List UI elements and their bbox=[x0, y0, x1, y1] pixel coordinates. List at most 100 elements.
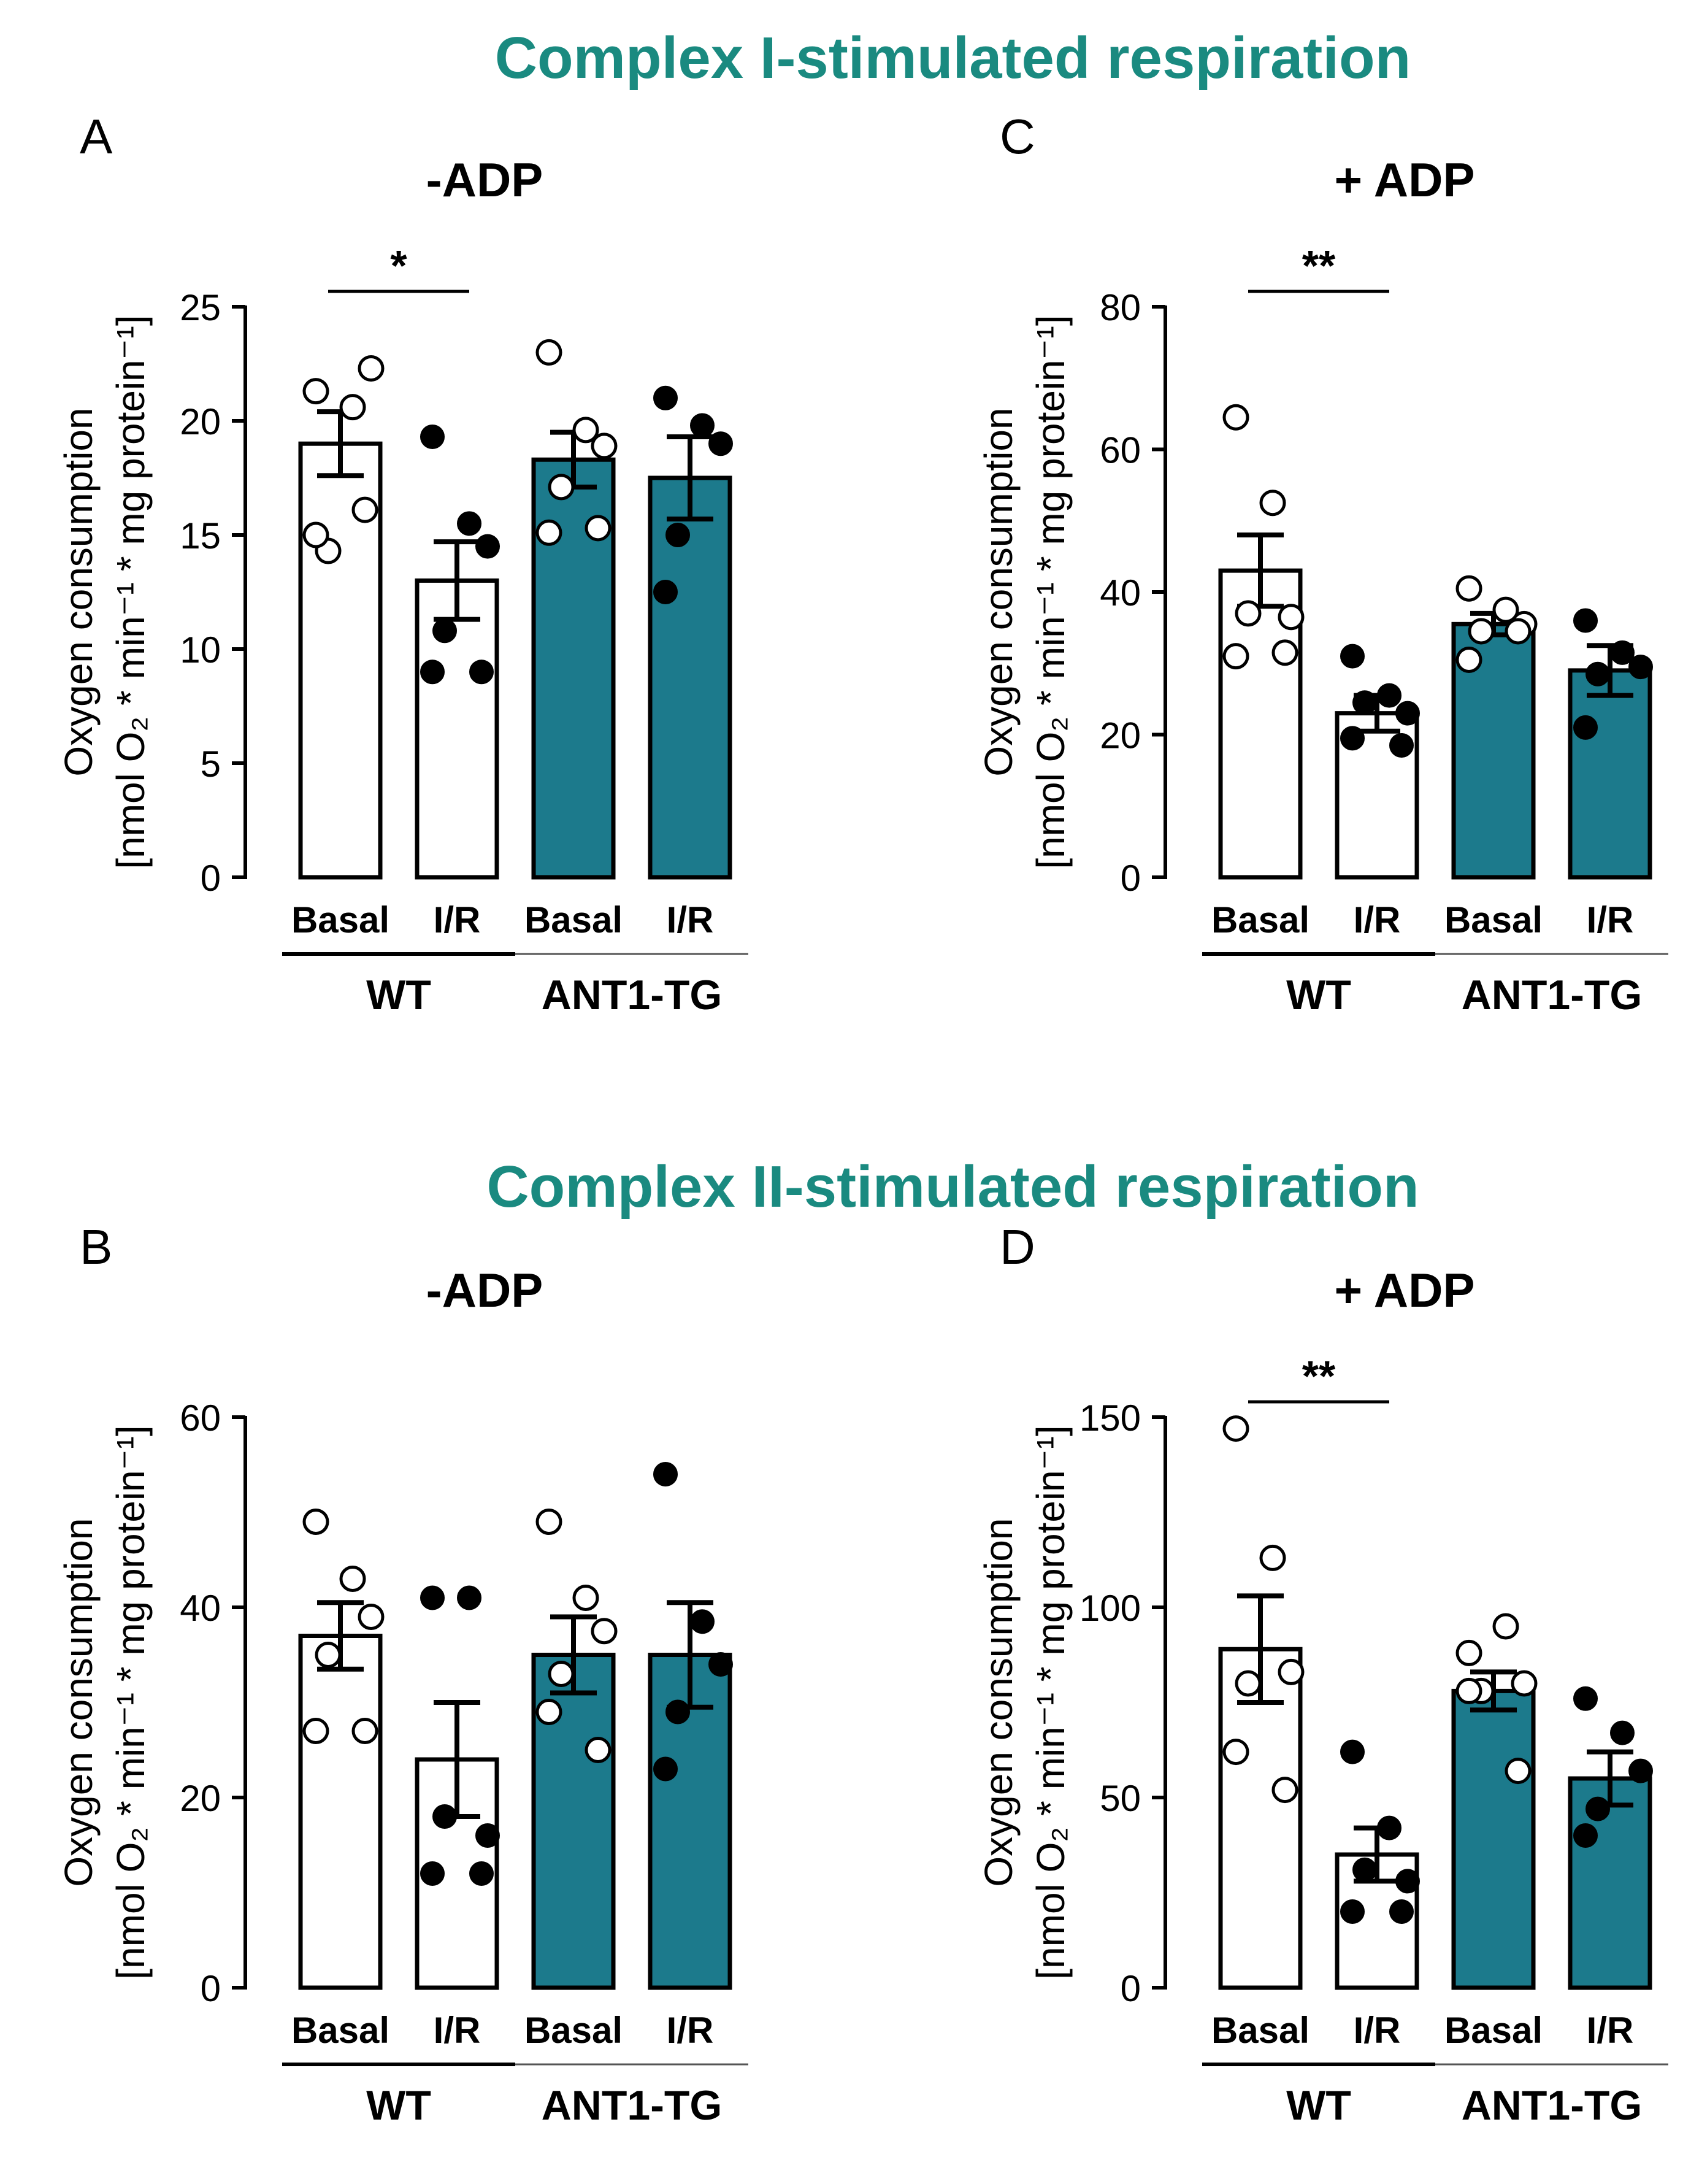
bar-label: I/R bbox=[434, 2010, 481, 2051]
y-axis-label-units: [nmol O₂ * min⁻¹ * mg protein⁻¹] bbox=[109, 315, 153, 869]
data-point bbox=[1505, 1758, 1532, 1785]
data-point bbox=[351, 496, 378, 523]
bar bbox=[1568, 1776, 1652, 1990]
panel-b-chart: B -ADP Oxygen consumption [nmol O₂ * min⁻¹ … bbox=[56, 1220, 748, 2129]
y-tick-label: 40 bbox=[1100, 572, 1141, 613]
data-point bbox=[1352, 1857, 1377, 1882]
group-label: ANT1-TG bbox=[542, 972, 723, 1018]
bar-label: I/R bbox=[1354, 899, 1401, 940]
y-tick-label: 0 bbox=[201, 858, 221, 899]
data-point bbox=[1492, 596, 1519, 623]
y-tick-label: 5 bbox=[201, 744, 221, 785]
data-point bbox=[585, 515, 612, 542]
data-point bbox=[1278, 604, 1305, 631]
data-point bbox=[653, 1756, 678, 1782]
data-point bbox=[358, 1604, 385, 1630]
data-point bbox=[591, 1618, 618, 1645]
data-point bbox=[665, 1699, 690, 1725]
data-point bbox=[1222, 404, 1249, 431]
bar-label: Basal bbox=[524, 2010, 623, 2051]
panel-title: -ADP bbox=[426, 153, 543, 207]
data-point bbox=[1271, 639, 1298, 666]
data-point bbox=[351, 1718, 378, 1744]
data-point bbox=[339, 394, 366, 421]
data-point bbox=[457, 511, 481, 536]
y-tick-label: 60 bbox=[180, 1398, 221, 1439]
data-point bbox=[708, 1652, 733, 1677]
group-label: ANT1-TG bbox=[1462, 972, 1643, 1018]
y-tick-label: 100 bbox=[1079, 1588, 1141, 1629]
data-point bbox=[475, 534, 500, 559]
y-axis-label-units: [nmol O₂ * min⁻¹ * mg protein⁻¹] bbox=[1029, 1425, 1073, 1979]
group-label: ANT1-TG bbox=[542, 2082, 723, 2129]
significance-label: * bbox=[390, 242, 407, 290]
bar bbox=[648, 475, 732, 880]
data-point bbox=[1340, 644, 1365, 669]
data-point bbox=[469, 1861, 494, 1886]
data-point bbox=[1573, 1823, 1598, 1848]
data-point bbox=[572, 1585, 599, 1611]
data-point bbox=[535, 1699, 562, 1725]
data-point bbox=[315, 1642, 342, 1668]
panel-label: B bbox=[80, 1220, 112, 1274]
group-label: ANT1-TG bbox=[1462, 2082, 1643, 2129]
bar-label: I/R bbox=[1587, 899, 1634, 940]
data-point bbox=[1377, 683, 1401, 708]
data-point bbox=[708, 431, 733, 456]
data-point bbox=[1377, 1815, 1401, 1840]
significance-label: ** bbox=[1302, 242, 1336, 290]
data-point bbox=[1235, 1670, 1262, 1697]
bar-label: Basal bbox=[1444, 2010, 1543, 2051]
y-tick-label: 10 bbox=[180, 629, 221, 671]
data-point bbox=[1455, 1677, 1482, 1704]
bar bbox=[415, 578, 499, 880]
data-point bbox=[358, 355, 385, 382]
y-tick-label: 25 bbox=[180, 287, 221, 328]
y-tick-label: 20 bbox=[180, 401, 221, 442]
data-point bbox=[1455, 575, 1482, 602]
data-point bbox=[535, 1509, 562, 1535]
bar bbox=[1451, 1688, 1536, 1990]
data-point bbox=[302, 1509, 329, 1535]
panel-title: + ADP bbox=[1334, 153, 1474, 207]
bar-label: I/R bbox=[434, 899, 481, 940]
data-point bbox=[535, 519, 562, 546]
data-point bbox=[1586, 1796, 1610, 1821]
data-point bbox=[1340, 1899, 1365, 1924]
data-point bbox=[1573, 1686, 1598, 1711]
data-point bbox=[535, 339, 562, 366]
data-point bbox=[420, 1861, 445, 1886]
bar-label: Basal bbox=[524, 899, 623, 940]
group-label: WT bbox=[366, 972, 431, 1018]
data-point bbox=[420, 425, 445, 450]
data-point bbox=[1340, 1739, 1365, 1764]
data-point bbox=[665, 523, 690, 547]
group-label: WT bbox=[1286, 2082, 1351, 2129]
data-point bbox=[653, 385, 678, 410]
data-point bbox=[1505, 618, 1532, 645]
y-tick-label: 0 bbox=[1121, 1968, 1141, 2009]
y-axis-label-units: [nmol O₂ * min⁻¹ * mg protein⁻¹] bbox=[1029, 315, 1073, 869]
data-point bbox=[1628, 1758, 1653, 1783]
y-axis-label: Oxygen consumption bbox=[976, 407, 1021, 776]
group-label: WT bbox=[366, 2082, 431, 2129]
data-point bbox=[1395, 701, 1420, 726]
bar-label: I/R bbox=[1587, 2010, 1634, 2051]
y-tick-label: 60 bbox=[1100, 430, 1141, 471]
data-point bbox=[1455, 646, 1482, 673]
panel-label: A bbox=[80, 109, 113, 164]
panel-d-chart: D + ADP Oxygen consumption [nmol O₂ * min⁻¹… bbox=[976, 1220, 1668, 2129]
bar-label: Basal bbox=[1211, 899, 1309, 940]
data-point bbox=[1455, 1639, 1482, 1666]
data-point bbox=[1259, 1544, 1286, 1571]
data-point bbox=[1222, 643, 1249, 670]
data-point bbox=[591, 433, 618, 459]
y-axis-label-units: [nmol O₂ * min⁻¹ * mg protein⁻¹] bbox=[109, 1425, 153, 1979]
bar bbox=[298, 1634, 383, 1990]
y-axis-label: Oxygen consumption bbox=[56, 1518, 101, 1886]
data-point bbox=[1340, 726, 1365, 751]
bar bbox=[648, 1653, 732, 1990]
data-point bbox=[548, 474, 575, 501]
y-axis-label: Oxygen consumption bbox=[56, 407, 101, 776]
data-point bbox=[432, 1804, 457, 1829]
